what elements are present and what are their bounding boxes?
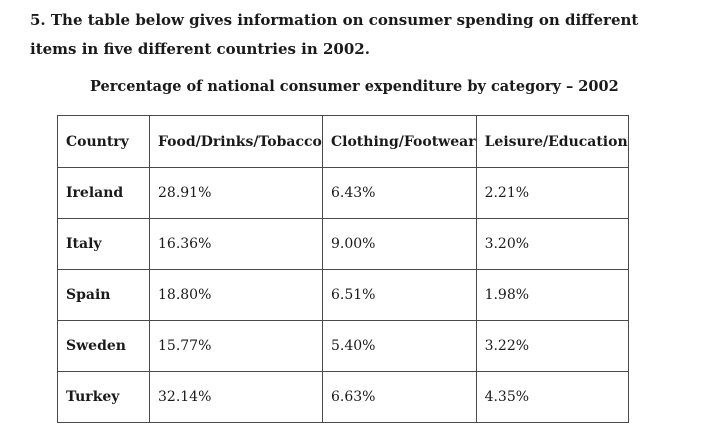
table-title: Percentage of national consumer expendit… (90, 78, 619, 95)
food-cell: 32.14% (149, 371, 323, 423)
leisure-cell: 4.35% (475, 371, 629, 423)
table-row: Italy 16.36% 9.00% 3.20% (57, 218, 629, 270)
food-cell: 18.80% (149, 269, 323, 321)
clothing-cell: 6.43% (322, 167, 477, 219)
column-header-clothing: Clothing/Footwear (322, 115, 477, 168)
clothing-cell: 9.00% (322, 218, 477, 270)
column-header-food: Food/Drinks/Tobacco (149, 115, 323, 168)
column-header-country: Country (57, 115, 150, 168)
expenditure-table: Country Food/Drinks/Tobacco Clothing/Foo… (57, 115, 629, 423)
table-row: Ireland 28.91% 6.43% 2.21% (57, 167, 629, 219)
leisure-cell: 1.98% (475, 269, 629, 321)
column-header-leisure: Leisure/Education (475, 115, 629, 168)
clothing-cell: 6.63% (322, 371, 477, 423)
food-cell: 28.91% (149, 167, 323, 219)
country-cell: Italy (57, 218, 150, 270)
table-row: Spain 18.80% 6.51% 1.98% (57, 269, 629, 321)
table-row: Sweden 15.77% 5.40% 3.22% (57, 320, 629, 372)
header-row: Country Food/Drinks/Tobacco Clothing/Foo… (57, 115, 629, 168)
food-cell: 16.36% (149, 218, 323, 270)
leisure-cell: 2.21% (475, 167, 629, 219)
food-cell: 15.77% (149, 320, 323, 372)
country-cell: Spain (57, 269, 150, 321)
question-text: 5. The table below gives information on … (30, 11, 639, 58)
leisure-cell: 3.20% (475, 218, 629, 270)
clothing-cell: 6.51% (322, 269, 477, 321)
table-row: Turkey 32.14% 6.63% 4.35% (57, 371, 629, 423)
clothing-cell: 5.40% (322, 320, 477, 372)
country-cell: Ireland (57, 167, 150, 219)
country-cell: Sweden (57, 320, 150, 372)
leisure-cell: 3.22% (475, 320, 629, 372)
country-cell: Turkey (57, 371, 150, 423)
